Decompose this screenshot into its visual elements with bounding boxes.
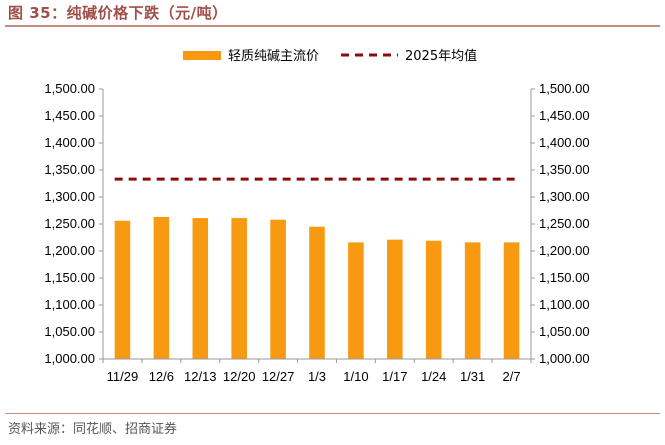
bar (270, 219, 286, 359)
bar (192, 218, 209, 359)
bar (348, 242, 364, 359)
y-tick-label-right: 1,400.00 (539, 135, 590, 150)
x-tick-label: 2/7 (503, 369, 521, 384)
x-tick-label: 1/31 (460, 369, 485, 384)
y-tick-label-left: 1,000.00 (44, 351, 95, 366)
bar (153, 216, 170, 359)
y-tick-label-left: 1,150.00 (44, 270, 95, 285)
bar (503, 242, 520, 359)
bar (309, 226, 325, 359)
y-tick-label-left: 1,300.00 (44, 189, 95, 204)
x-tick-label: 1/17 (382, 369, 407, 384)
legend-label-bar: 轻质纯碱主流价 (228, 49, 319, 64)
bar (231, 218, 247, 359)
y-tick-label-left: 1,450.00 (44, 108, 95, 123)
y-tick-label-right: 1,000.00 (539, 351, 590, 366)
y-axis-left: 1,000.00 1,050.00 1,100.00 1,150.00 1,200.00… (44, 81, 104, 366)
y-tick-label-left: 1,400.00 (44, 135, 95, 150)
y-tick-label-right: 1,150.00 (539, 270, 590, 285)
y-tick-label-right: 1,200.00 (539, 243, 590, 258)
footer-divider (5, 413, 660, 414)
y-tick-label-right: 1,500.00 (539, 81, 590, 96)
x-axis: 11/29 12/6 12/13 12/20 12/27 1/3 1/10 1/17 1/24 1… (102, 358, 532, 384)
y-tick-label-right: 1,300.00 (539, 189, 590, 204)
bar (387, 239, 403, 359)
y-tick-label-left: 1,500.00 (44, 81, 95, 96)
y-tick-label-right: 1,050.00 (539, 324, 590, 339)
bar (464, 242, 481, 359)
x-tick-label: 12/20 (223, 369, 256, 384)
x-tick-label: 11/29 (107, 369, 139, 384)
y-tick-label-left: 1,250.00 (44, 216, 95, 231)
y-tick-label-left: 1,200.00 (44, 243, 95, 258)
y-tick-label-right: 1,450.00 (539, 108, 590, 123)
chart-title: 图 35：纯碱价格下跌（元/吨） (8, 4, 228, 22)
legend-swatch-bar (183, 51, 221, 60)
bar-series (114, 216, 520, 359)
x-tick-label: 1/10 (343, 369, 368, 384)
bar (114, 220, 131, 359)
y-tick-label-left: 1,050.00 (44, 324, 95, 339)
x-tick-label: 12/13 (184, 369, 217, 384)
bar (425, 240, 442, 359)
y-tick-label-left: 1,350.00 (44, 162, 95, 177)
x-tick-label: 1/3 (308, 369, 326, 384)
y-axis-right: 1,000.00 1,050.00 1,100.00 1,150.00 1,200.00… (530, 81, 590, 366)
x-tick-label: 12/27 (262, 369, 295, 384)
x-tick-label: 1/24 (421, 369, 446, 384)
y-tick-label-right: 1,350.00 (539, 162, 590, 177)
y-tick-label-right: 1,100.00 (539, 297, 590, 312)
title-divider (5, 25, 660, 27)
chart-legend: 轻质纯碱主流价 2025年均值 (183, 48, 477, 64)
legend-label-line: 2025年均值 (405, 48, 477, 64)
source-note: 资料来源：同花顺、招商证券 (8, 422, 178, 437)
y-tick-label-left: 1,100.00 (44, 297, 95, 312)
x-tick-label: 12/6 (149, 369, 174, 384)
y-tick-label-right: 1,250.00 (539, 216, 590, 231)
